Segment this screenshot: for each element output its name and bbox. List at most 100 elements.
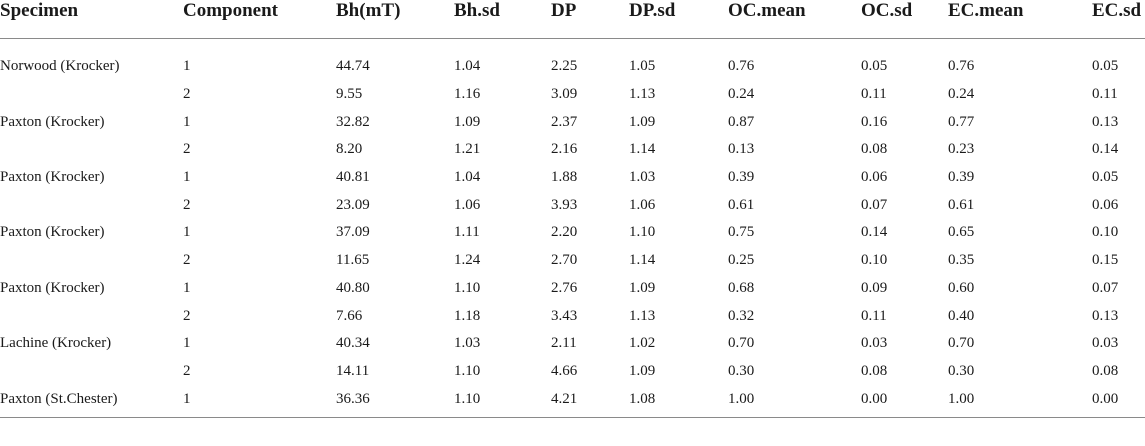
cell-ec-mean: 0.61 bbox=[948, 196, 975, 213]
header-bh: Bh(mT) bbox=[336, 0, 454, 39]
cell-ec-sd: 0.08 bbox=[1092, 362, 1119, 379]
cell-specimen: Paxton (Krocker) bbox=[0, 169, 105, 186]
cell-ec-mean: 0.60 bbox=[948, 279, 975, 296]
header-dp-sd: DP.sd bbox=[629, 0, 728, 39]
table-row: Paxton (Krocker) 1 40.81 1.04 1.88 1.03 0.39 0.… bbox=[0, 164, 1145, 192]
table-row: 2 8.20 1.21 2.16 1.14 0.13 0.08 0.23 0.14 bbox=[0, 136, 1145, 164]
cell-dp: 2.76 bbox=[551, 279, 578, 296]
cell-ec-mean: 0.40 bbox=[948, 307, 975, 324]
cell-component: 2 bbox=[183, 141, 191, 158]
cell-component: 2 bbox=[183, 196, 191, 213]
cell-bh-sd: 1.24 bbox=[454, 252, 481, 269]
cell-component: 1 bbox=[183, 113, 191, 130]
cell-bh-sd: 1.06 bbox=[454, 196, 481, 213]
cell-oc-mean: 0.32 bbox=[728, 307, 755, 324]
cell-component: 2 bbox=[183, 362, 191, 379]
cell-dp-sd: 1.13 bbox=[629, 86, 656, 103]
header-ec-mean: EC.mean bbox=[948, 0, 1092, 39]
cell-oc-mean: 0.70 bbox=[728, 335, 755, 352]
table-row: 2 11.65 1.24 2.70 1.14 0.25 0.10 0.35 0.15 bbox=[0, 247, 1145, 275]
cell-oc-mean: 0.76 bbox=[728, 58, 755, 75]
cell-oc-sd: 0.10 bbox=[861, 252, 888, 269]
cell-component: 1 bbox=[183, 224, 191, 241]
cell-ec-sd: 0.03 bbox=[1092, 335, 1119, 352]
cell-bh: 9.55 bbox=[336, 86, 363, 103]
header-ec-sd: EC.sd bbox=[1092, 0, 1145, 39]
cell-bh-sd: 1.16 bbox=[454, 86, 481, 103]
cell-oc-mean: 0.25 bbox=[728, 252, 755, 269]
cell-dp-sd: 1.09 bbox=[629, 362, 656, 379]
cell-oc-mean: 0.30 bbox=[728, 362, 755, 379]
header-row: Specimen Component Bh(mT) Bh.sd DP DP.sd… bbox=[0, 0, 1145, 39]
cell-bh-sd: 1.18 bbox=[454, 307, 481, 324]
cell-component: 1 bbox=[183, 169, 191, 186]
cell-dp-sd: 1.06 bbox=[629, 196, 656, 213]
cell-bh: 36.36 bbox=[336, 385, 454, 418]
cell-dp-sd: 1.08 bbox=[629, 385, 728, 418]
header-component: Component bbox=[183, 0, 336, 39]
cell-oc-sd: 0.03 bbox=[861, 335, 888, 352]
table-body: Norwood (Krocker) 1 44.74 1.04 2.25 1.05 0.76 0… bbox=[0, 39, 1145, 418]
cell-component: 2 bbox=[183, 307, 191, 324]
cell-bh-sd: 1.04 bbox=[454, 58, 481, 75]
specimen-table: Specimen Component Bh(mT) Bh.sd DP DP.sd… bbox=[0, 0, 1145, 418]
cell-bh: 44.74 bbox=[336, 58, 370, 75]
cell-component: 1 bbox=[183, 335, 191, 352]
cell-oc-sd: 0.09 bbox=[861, 279, 888, 296]
cell-bh: 37.09 bbox=[336, 224, 370, 241]
cell-ec-sd: 0.10 bbox=[1092, 224, 1119, 241]
cell-ec-sd: 0.11 bbox=[1092, 86, 1118, 103]
cell-oc-mean: 1.00 bbox=[728, 385, 861, 418]
cell-dp: 2.16 bbox=[551, 141, 578, 158]
cell-oc-sd: 0.07 bbox=[861, 196, 888, 213]
cell-bh: 7.66 bbox=[336, 307, 363, 324]
cell-oc-sd: 0.16 bbox=[861, 113, 888, 130]
cell-oc-sd: 0.11 bbox=[861, 307, 887, 324]
cell-ec-sd: 0.14 bbox=[1092, 141, 1119, 158]
cell-oc-mean: 0.39 bbox=[728, 169, 755, 186]
cell-component: 2 bbox=[183, 86, 191, 103]
cell-oc-sd: 0.00 bbox=[861, 385, 948, 418]
cell-specimen: Lachine (Krocker) bbox=[0, 335, 112, 352]
cell-specimen: Paxton (Krocker) bbox=[0, 224, 105, 241]
cell-oc-mean: 0.24 bbox=[728, 86, 755, 103]
cell-oc-sd: 0.05 bbox=[861, 58, 888, 75]
cell-ec-sd: 0.06 bbox=[1092, 196, 1119, 213]
cell-dp-sd: 1.14 bbox=[629, 252, 656, 269]
cell-oc-sd: 0.11 bbox=[861, 86, 887, 103]
cell-oc-mean: 0.13 bbox=[728, 141, 755, 158]
cell-bh-sd: 1.21 bbox=[454, 141, 481, 158]
cell-ec-mean: 0.23 bbox=[948, 141, 975, 158]
cell-dp: 4.66 bbox=[551, 362, 578, 379]
cell-ec-mean: 0.30 bbox=[948, 362, 975, 379]
cell-dp: 2.70 bbox=[551, 252, 578, 269]
cell-dp-sd: 1.03 bbox=[629, 169, 656, 186]
cell-oc-sd: 0.14 bbox=[861, 224, 888, 241]
table-row: Paxton (Krocker) 1 37.09 1.11 2.20 1.10 0.75 0.… bbox=[0, 219, 1145, 247]
cell-bh: 40.81 bbox=[336, 169, 370, 186]
cell-ec-mean: 0.24 bbox=[948, 86, 975, 103]
cell-dp: 3.09 bbox=[551, 86, 578, 103]
cell-component: 1 bbox=[183, 279, 191, 296]
table-row: 2 9.55 1.16 3.09 1.13 0.24 0.11 0.24 0.11 bbox=[0, 81, 1145, 109]
cell-component: 1 bbox=[183, 58, 191, 75]
cell-bh-sd: 1.04 bbox=[454, 169, 481, 186]
cell-ec-mean: 0.35 bbox=[948, 252, 975, 269]
cell-dp: 2.37 bbox=[551, 113, 578, 130]
cell-specimen bbox=[0, 358, 183, 386]
header-dp: DP bbox=[551, 0, 629, 39]
cell-ec-mean: 0.76 bbox=[948, 58, 975, 75]
table-row: 2 7.66 1.18 3.43 1.13 0.32 0.11 0.40 0.13 bbox=[0, 302, 1145, 330]
cell-oc-sd: 0.06 bbox=[861, 169, 888, 186]
cell-ec-sd: 0.00 bbox=[1092, 385, 1145, 418]
cell-bh-sd: 1.10 bbox=[454, 279, 481, 296]
cell-oc-sd: 0.08 bbox=[861, 362, 888, 379]
cell-dp: 3.43 bbox=[551, 307, 578, 324]
cell-oc-mean: 0.87 bbox=[728, 113, 755, 130]
cell-specimen: Paxton (Krocker) bbox=[0, 279, 105, 296]
cell-oc-mean: 0.61 bbox=[728, 196, 755, 213]
cell-bh-sd: 1.11 bbox=[454, 224, 480, 241]
cell-oc-mean: 0.68 bbox=[728, 279, 755, 296]
cell-specimen: Paxton (St.Chester) bbox=[0, 385, 183, 418]
